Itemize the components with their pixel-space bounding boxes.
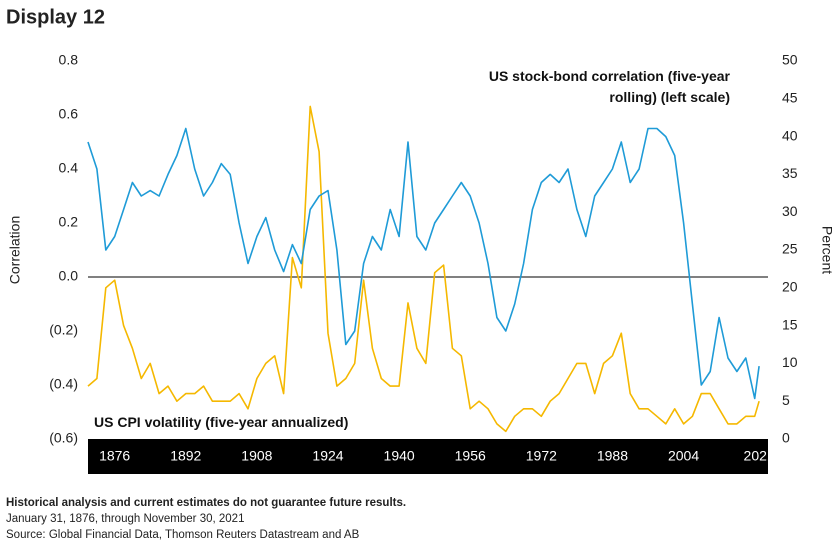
y2-tick-label: 5 (782, 392, 790, 408)
footnote: Historical analysis and current estimate… (6, 497, 406, 509)
y-tick-label: (0.2) (49, 322, 78, 338)
x-tick-label: 1908 (241, 448, 272, 464)
x-tick-label: 1988 (597, 448, 628, 464)
y2-tick-label: 10 (782, 354, 798, 370)
y-tick-label: 0.4 (59, 160, 79, 176)
x-tick-label: 1924 (312, 448, 343, 464)
x-tick-label: 1956 (455, 448, 486, 464)
x-tick-label: 1940 (384, 448, 415, 464)
y2-tick-label: 0 (782, 430, 790, 446)
series-label: US stock-bond correlation (five-year rol… (488, 68, 730, 105)
chart-title: Display 12 (6, 6, 105, 28)
y-tick-label: 0.8 (59, 52, 79, 68)
x-axis-band (88, 439, 768, 474)
x-tick-label: 1876 (99, 448, 130, 464)
x-tick-label: 1892 (170, 448, 201, 464)
y-tick-label: (0.4) (49, 376, 78, 392)
x-tick-label: 2021 (744, 448, 775, 464)
y2-tick-label: 45 (782, 90, 798, 106)
y2-tick-label: 40 (782, 127, 798, 143)
y-axis-label: Correlation (7, 216, 23, 284)
footnote: January 31, 1876, through November 30, 2… (6, 513, 244, 525)
footnote: Source: Global Financial Data, Thomson R… (6, 529, 360, 541)
series-line (87, 105, 760, 433)
y2-tick-label: 25 (782, 241, 798, 257)
y2-tick-label: 20 (782, 279, 798, 295)
y2-tick-label: 30 (782, 203, 798, 219)
y2-axis-label: Percent (819, 226, 835, 274)
y-tick-label: 0.0 (59, 268, 79, 284)
y-tick-label: 0.6 (59, 106, 79, 122)
y2-tick-label: 15 (782, 316, 798, 332)
series-line (87, 127, 760, 400)
x-tick-label: 1972 (526, 448, 557, 464)
series-label: US CPI volatility (five-year annualized) (94, 414, 349, 430)
y2-tick-label: 50 (782, 52, 798, 68)
y-tick-label: (0.6) (49, 430, 78, 446)
x-tick-label: 2004 (668, 448, 699, 464)
y2-tick-label: 35 (782, 165, 798, 181)
y-tick-label: 0.2 (59, 214, 79, 230)
